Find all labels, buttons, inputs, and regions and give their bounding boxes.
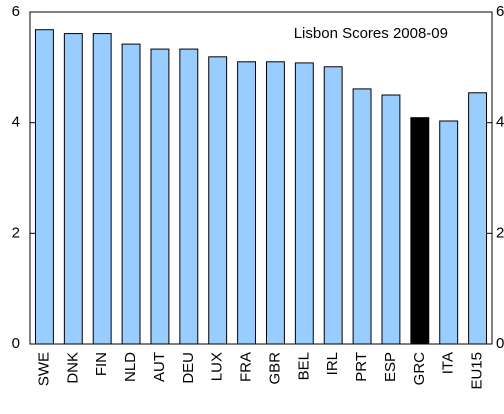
bar: [92, 33, 112, 345]
x-tick-label: GBR: [266, 352, 283, 385]
x-tick-label: NLD: [122, 352, 139, 382]
bar: [150, 48, 170, 345]
bar: [208, 56, 228, 345]
x-tick-label: EU15: [469, 352, 486, 390]
x-tick-label: PRT: [353, 352, 370, 382]
plot-frame: [29, 11, 493, 345]
x-tick-label: GRC: [411, 352, 428, 386]
bar: [34, 29, 54, 345]
bar: [439, 120, 459, 345]
x-tick-label: ESP: [382, 352, 399, 382]
y-tick-label: 0: [12, 335, 20, 352]
x-tick-label: FRA: [238, 352, 255, 382]
bar: [352, 88, 372, 345]
bar: [468, 92, 488, 345]
y2-tick-label: 2: [496, 224, 504, 241]
bar: [410, 117, 430, 345]
x-tick-label: ITA: [440, 352, 457, 374]
bar: [237, 61, 257, 345]
bar: [179, 48, 199, 345]
bar: [63, 33, 83, 345]
y-tick-label: 6: [12, 3, 20, 20]
x-tick-label: IRL: [324, 352, 341, 375]
bar: [265, 61, 285, 345]
x-tick-label: LUX: [209, 352, 226, 381]
bar: [121, 43, 141, 345]
y2-tick-label: 6: [496, 3, 504, 20]
bar: [381, 94, 401, 345]
chart-title: Lisbon Scores 2008-09: [294, 25, 448, 42]
bar: [294, 62, 314, 345]
y-tick-label: 2: [12, 224, 20, 241]
x-tick-label: DNK: [64, 352, 81, 384]
bar: [323, 66, 343, 345]
x-tick-label: DEU: [180, 352, 197, 384]
x-tick-label: BEL: [295, 352, 312, 380]
y2-tick-label: 4: [496, 114, 504, 131]
y2-tick-label: 0: [496, 335, 504, 352]
x-tick-label: AUT: [151, 352, 168, 382]
x-tick-label: SWE: [35, 352, 52, 386]
y-tick-label: 4: [12, 114, 20, 131]
x-tick-label: FIN: [93, 352, 110, 376]
